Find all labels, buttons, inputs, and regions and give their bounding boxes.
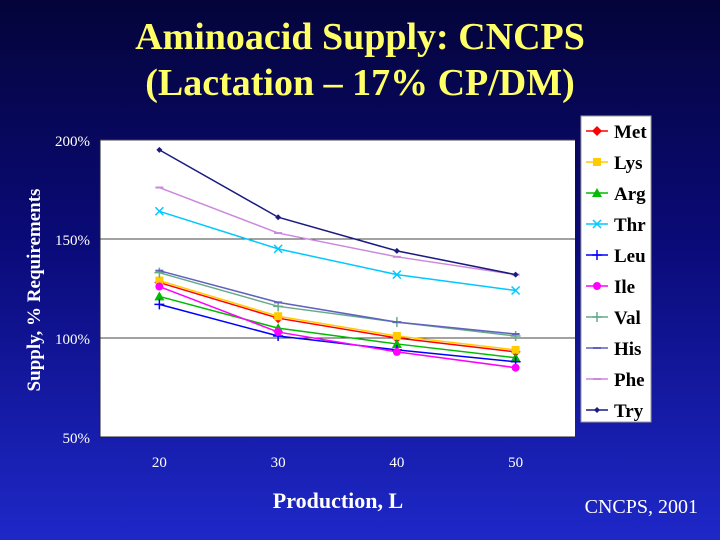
data-point-thr [154,206,164,216]
legend: Met Lys Arg Thr Leu Ile Val His Phe Try [586,122,647,422]
data-point-ile [392,347,401,356]
series-line-lys [159,279,516,351]
data-point-lys [274,312,283,321]
series-line-ile [159,285,516,369]
legend-marker-met [592,126,602,136]
legend-item-his: His [586,339,641,360]
legend-item-leu: Leu [586,246,646,267]
legend-marker-ile [593,282,601,290]
x-tick-label: 50 [508,455,523,471]
data-point-arg [391,338,402,348]
x-axis-label: Production, L [273,488,403,513]
data-point-try [512,271,519,278]
legend-marker-arg [592,188,602,197]
legend-item-phe: Phe [586,370,645,391]
data-point-ile [155,282,164,291]
series-line-leu [159,303,516,363]
legend-label-met: Met [614,122,647,143]
legend-label-lys: Lys [614,153,643,174]
legend-item-thr: Thr [586,215,646,236]
series-line-phe [159,186,516,276]
x-tick-label: 20 [152,455,167,471]
legend-label-thr: Thr [614,215,646,236]
legend-label-ile: Ile [614,277,635,298]
legend-label-try: Try [614,401,644,422]
legend-label-phe: Phe [614,370,645,391]
y-tick-label: 100% [55,332,90,348]
data-point-val [510,331,521,342]
series-line-val [159,271,516,337]
legend-label-val: Val [614,308,641,329]
legend-label-arg: Arg [614,184,646,205]
series-line-try [159,149,516,276]
x-tick-label: 40 [389,455,404,471]
data-point-try [156,146,163,153]
x-tick-label: 30 [271,455,286,471]
series-try [156,146,519,278]
source-note: CNCPS, 2001 [584,496,698,518]
data-point-thr [273,244,283,254]
series-group [154,146,521,372]
legend-label-his: His [614,339,641,360]
gridlines [99,139,575,438]
data-point-arg [154,291,165,301]
slide-title-line2: (Lactation – 17% CP/DM) [145,62,575,104]
series-line-met [159,281,516,353]
legend-item-val: Val [586,308,641,329]
series-line-his [159,269,516,335]
slide-title-line1: Aminoacid Supply: CNCPS [135,16,585,58]
data-point-leu [154,299,165,310]
legend-item-arg: Arg [586,184,646,205]
y-tick-label: 50% [63,431,91,447]
legend-marker-try [594,407,600,413]
series-arg [154,291,521,362]
series-line-arg [159,295,516,359]
series-line-thr [159,210,516,292]
y-tick-label: 200% [55,134,90,150]
legend-item-ile: Ile [586,277,635,298]
y-axis-label: Supply, % Requirements [24,189,45,392]
data-point-try [275,214,282,221]
legend-marker-lys [593,158,601,166]
y-tick-label: 150% [55,233,90,249]
data-point-lys [392,332,401,341]
x-axis-ticks: 20 30 40 50 [152,455,523,471]
legend-marker-leu [592,250,602,260]
y-axis-ticks: 50% 100% 150% 200% [55,134,90,447]
legend-marker-val [592,312,602,322]
series-lys [155,276,520,354]
legend-box [580,115,652,423]
legend-item-lys: Lys [586,153,643,174]
data-point-lys [511,345,520,354]
data-point-try [393,247,400,254]
legend-label-leu: Leu [614,246,646,267]
data-point-ile [274,328,283,337]
series-his [155,269,520,336]
series-thr [154,206,521,296]
legend-marker-thr [592,219,602,229]
data-point-lys [155,276,164,285]
data-point-val [154,267,165,278]
data-point-thr [392,270,402,280]
data-point-thr [511,285,521,296]
legend-item-met: Met [586,122,647,143]
data-point-ile [511,363,520,372]
series-ile [155,282,520,372]
legend-item-try: Try [586,401,644,422]
